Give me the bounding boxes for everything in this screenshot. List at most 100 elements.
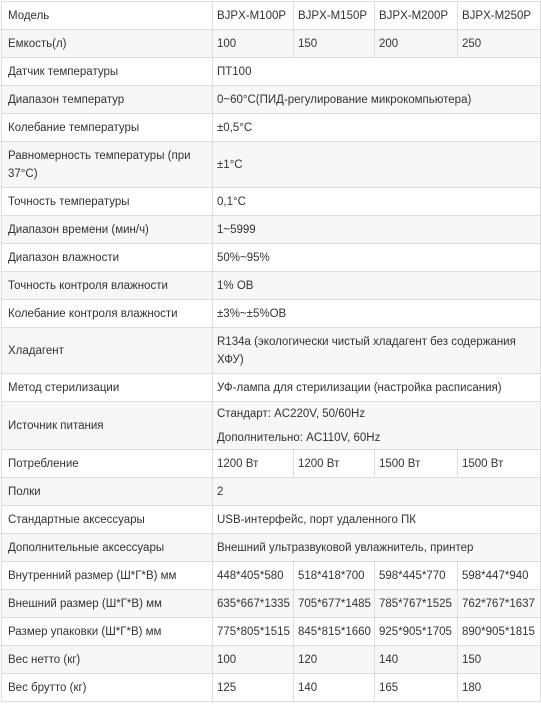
row-label: Датчик температуры bbox=[1, 57, 213, 86]
row-internal-size: Внутренний размер (Ш*Г*В) мм 448*405*580… bbox=[1, 561, 541, 590]
row-temp-accuracy: Точность температуры 0,1°C bbox=[1, 187, 541, 216]
cell-gross-weight-3: 165 bbox=[374, 673, 458, 702]
cell-net-weight-4: 150 bbox=[457, 645, 541, 674]
row-label: Равномерность температуры (при 37°C) bbox=[1, 141, 213, 188]
cell-humidity-accuracy: 1% OB bbox=[212, 271, 541, 300]
row-label: Точность температуры bbox=[1, 187, 213, 216]
cell-package-size-1: 775*805*1515 bbox=[212, 617, 294, 646]
row-label: Колебание контроля влажности bbox=[1, 299, 213, 328]
row-external-size: Внешний размер (Ш*Г*В) мм 635*667*1335 7… bbox=[1, 589, 541, 618]
row-label: Хладагент bbox=[1, 327, 213, 374]
cell-shelves: 2 bbox=[212, 477, 541, 506]
row-label: Внутренний размер (Ш*Г*В) мм bbox=[1, 561, 213, 590]
row-label-line: Равномерность температуры (при bbox=[8, 149, 191, 162]
cell-net-weight-3: 140 bbox=[374, 645, 458, 674]
row-label: Емкость(л) bbox=[1, 29, 213, 58]
cell-model-4: BJPX-M250P bbox=[457, 1, 541, 30]
cell-line: ХФУ) bbox=[217, 353, 244, 366]
cell-internal-size-1: 448*405*580 bbox=[212, 561, 294, 590]
row-label: Вес нетто (кг) bbox=[1, 645, 213, 674]
cell-external-size-4: 762*767*1637 bbox=[457, 589, 541, 618]
row-refrigerant: Хладагент R134a (экологически чистый хла… bbox=[1, 327, 541, 374]
cell-external-size-2: 705*677*1485 bbox=[293, 589, 375, 618]
cell-line: Дополнительно: AC110V, 60Hz bbox=[217, 431, 381, 444]
cell-line: R134a (экологически чистый хладагент без… bbox=[217, 335, 516, 348]
cell-sterilization: УФ-лампа для стерилизации (настройка рас… bbox=[212, 373, 541, 402]
row-humidity-accuracy: Точность контроля влажности 1% OB bbox=[1, 271, 541, 300]
cell-standard-accessories: USB-интерфейс, порт удаленного ПК bbox=[212, 505, 541, 534]
cell-consumption-2: 1200 Вт bbox=[293, 449, 375, 478]
cell-external-size-1: 635*667*1335 bbox=[212, 589, 294, 618]
row-net-weight: Вес нетто (кг) 100 120 140 150 bbox=[1, 645, 541, 674]
cell-consumption-3: 1500 Вт bbox=[374, 449, 458, 478]
row-label: Модель bbox=[1, 1, 213, 30]
row-label: Диапазон времени (мин/ч) bbox=[1, 215, 213, 244]
row-label: Метод стерилизации bbox=[1, 373, 213, 402]
row-gross-weight: Вес брутто (кг) 125 140 165 180 bbox=[1, 673, 541, 702]
cell-internal-size-2: 518*418*700 bbox=[293, 561, 375, 590]
row-humidity-fluctuation: Колебание контроля влажности ±3%~±5%OB bbox=[1, 299, 541, 328]
row-shelves: Полки 2 bbox=[1, 477, 541, 506]
cell-temp-accuracy: 0,1°C bbox=[212, 187, 541, 216]
cell-humidity-range: 50%~95% bbox=[212, 243, 541, 272]
cell-power-supply: Стандарт: AC220V, 50/60Hz Дополнительно:… bbox=[212, 401, 541, 450]
cell-temp-fluctuation: ±0,5°C bbox=[212, 113, 541, 142]
row-label: Диапазон влажности bbox=[1, 243, 213, 272]
cell-external-size-3: 785*767*1525 bbox=[374, 589, 458, 618]
cell-temp-sensor: ПТ100 bbox=[212, 57, 541, 86]
cell-package-size-4: 890*905*1815 bbox=[457, 617, 541, 646]
row-package-size: Размер упаковки (Ш*Г*В) мм 775*805*1515 … bbox=[1, 617, 541, 646]
cell-temp-uniformity: ±1°C bbox=[212, 141, 541, 188]
cell-refrigerant: R134a (экологически чистый хладагент без… bbox=[212, 327, 541, 374]
row-humidity-range: Диапазон влажности 50%~95% bbox=[1, 243, 541, 272]
cell-capacity-2: 150 bbox=[293, 29, 375, 58]
cell-net-weight-2: 120 bbox=[293, 645, 375, 674]
row-label: Точность контроля влажности bbox=[1, 271, 213, 300]
cell-time-range: 1~5999 bbox=[212, 215, 541, 244]
cell-internal-size-3: 598*445*770 bbox=[374, 561, 458, 590]
row-temp-fluctuation: Колебание температуры ±0,5°C bbox=[1, 113, 541, 142]
cell-capacity-1: 100 bbox=[212, 29, 294, 58]
cell-model-2: BJPX-M150P bbox=[293, 1, 375, 30]
row-label-line: 37°C) bbox=[8, 167, 38, 180]
row-temp-uniformity: Равномерность температуры (при 37°C) ±1°… bbox=[1, 141, 541, 188]
row-model: Модель BJPX-M100P BJPX-M150P BJPX-M200P … bbox=[1, 1, 541, 30]
cell-temp-range: 0~60°C(ПИД-регулирование микрокомпьютера… bbox=[212, 85, 541, 114]
cell-consumption-4: 1500 Вт bbox=[457, 449, 541, 478]
cell-gross-weight-4: 180 bbox=[457, 673, 541, 702]
cell-capacity-3: 200 bbox=[374, 29, 458, 58]
row-label: Колебание температуры bbox=[1, 113, 213, 142]
cell-gross-weight-2: 140 bbox=[293, 673, 375, 702]
row-label: Потребление bbox=[1, 449, 213, 478]
row-label: Стандартные аксессуары bbox=[1, 505, 213, 534]
cell-model-3: BJPX-M200P bbox=[374, 1, 458, 30]
row-label: Внешний размер (Ш*Г*В) мм bbox=[1, 589, 213, 618]
cell-package-size-3: 925*905*1705 bbox=[374, 617, 458, 646]
row-temp-range: Диапазон температур 0~60°C(ПИД-регулиров… bbox=[1, 85, 541, 114]
cell-gross-weight-1: 125 bbox=[212, 673, 294, 702]
cell-internal-size-4: 598*447*940 bbox=[457, 561, 541, 590]
cell-model-1: BJPX-M100P bbox=[212, 1, 294, 30]
row-label: Вес брутто (кг) bbox=[1, 673, 213, 702]
cell-humidity-fluctuation: ±3%~±5%OB bbox=[212, 299, 541, 328]
cell-package-size-2: 845*815*1660 bbox=[293, 617, 375, 646]
row-optional-accessories: Дополнительные аксессуары Внешний ультра… bbox=[1, 533, 541, 562]
row-label: Полки bbox=[1, 477, 213, 506]
row-label: Дополнительные аксессуары bbox=[1, 533, 213, 562]
row-time-range: Диапазон времени (мин/ч) 1~5999 bbox=[1, 215, 541, 244]
cell-optional-accessories: Внешний ультразвуковой увлажнитель, прин… bbox=[212, 533, 541, 562]
row-power-supply: Источник питания Стандарт: AC220V, 50/60… bbox=[1, 401, 541, 450]
row-capacity: Емкость(л) 100 150 200 250 bbox=[1, 29, 541, 58]
row-sterilization: Метод стерилизации УФ-лампа для стерилиз… bbox=[1, 373, 541, 402]
cell-capacity-4: 250 bbox=[457, 29, 541, 58]
row-label: Диапазон температур bbox=[1, 85, 213, 114]
cell-net-weight-1: 100 bbox=[212, 645, 294, 674]
cell-line: Стандарт: AC220V, 50/60Hz bbox=[217, 407, 366, 420]
row-consumption: Потребление 1200 Вт 1200 Вт 1500 Вт 1500… bbox=[1, 449, 541, 478]
row-standard-accessories: Стандартные аксессуары USB-интерфейс, по… bbox=[1, 505, 541, 534]
row-label: Размер упаковки (Ш*Г*В) мм bbox=[1, 617, 213, 646]
cell-consumption-1: 1200 Вт bbox=[212, 449, 294, 478]
row-temp-sensor: Датчик температуры ПТ100 bbox=[1, 57, 541, 86]
